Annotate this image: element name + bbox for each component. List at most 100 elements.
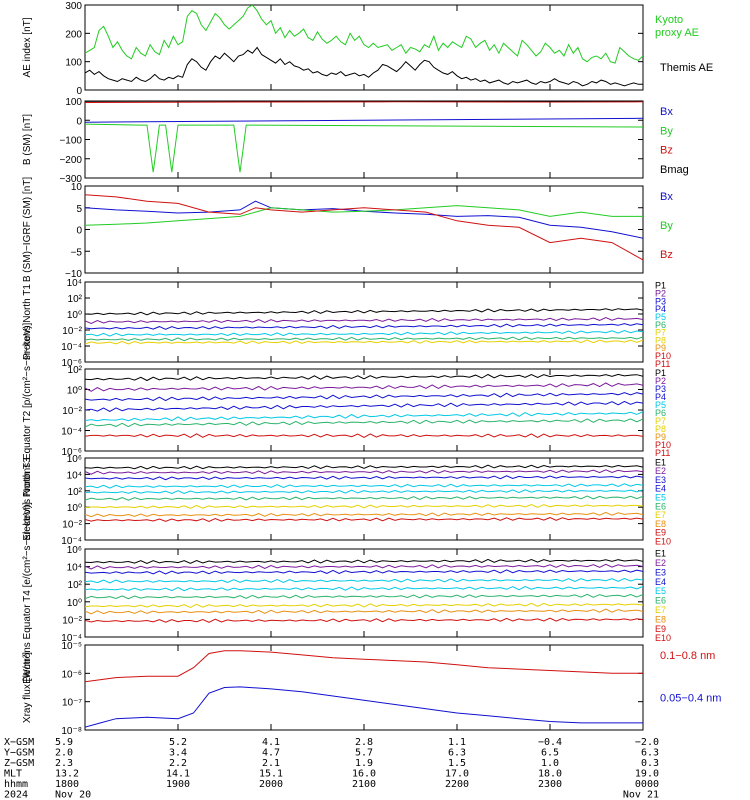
series-line-by <box>85 123 643 173</box>
series-line-e6 <box>85 495 643 501</box>
legend-entry: proxy AE <box>655 27 699 39</box>
legend-entry: Themis AE <box>660 62 713 74</box>
legend-entry: Bz <box>660 249 673 261</box>
ephemeris-value: 2.0 <box>55 748 73 759</box>
series-group <box>85 558 643 623</box>
y-tick-label: 0 <box>76 86 82 97</box>
y-tick-label: 10⁻⁴ <box>61 342 82 353</box>
legend-entry: P9 <box>655 343 666 353</box>
ephemeris-value: 13.2 <box>55 769 79 780</box>
series-line-p3 <box>85 323 643 330</box>
series-line-p7 <box>85 339 643 345</box>
legend-entry: P5 <box>655 312 666 322</box>
series-line-by <box>85 205 643 226</box>
series-group <box>85 308 643 345</box>
series-line-p3 <box>85 392 643 402</box>
ephemeris-value: 18.0 <box>538 769 562 780</box>
series-line-bz <box>85 101 643 103</box>
y-tick-label: −200 <box>59 155 82 166</box>
series-line-p1 <box>85 373 643 382</box>
y-tick-label: 100 <box>65 97 82 108</box>
y-tick-label: −5 <box>71 247 83 258</box>
panel-8: 10⁻⁵ 10⁻⁶ 10⁻⁷ 10⁻⁸ Xray flux [W/m²] 0.1−0.8 … <box>22 641 721 737</box>
y-axis-label: B (SM) [nT] <box>22 114 33 165</box>
series-line-e2 <box>85 469 643 475</box>
panel-6: 10⁶ 10⁴ 10² 10⁰ 10⁻² 10⁻⁴ Electrons North T3 E1… <box>22 454 671 547</box>
legend-entry: P9 <box>655 432 666 442</box>
ephemeris-value: 4.1 <box>262 737 280 748</box>
y-tick-label: 5 <box>76 204 82 215</box>
ephemeris-value: 5.2 <box>169 737 187 748</box>
legend-entry: E5 <box>655 586 666 596</box>
ephemeris-value: 1800 <box>55 779 79 790</box>
series-line-e7 <box>85 503 643 509</box>
series-group <box>85 464 643 522</box>
ephemeris-value: 1.9 <box>355 758 373 769</box>
series-line-p4 <box>85 329 643 337</box>
ephemeris-value: 1900 <box>166 779 190 790</box>
y-tick-label: 10⁰ <box>67 386 82 397</box>
legend-entry: Bx <box>660 191 673 203</box>
legend-entry: P1 <box>655 281 666 291</box>
legend-entry: P11 <box>655 359 670 369</box>
series-line-p6 <box>85 418 643 428</box>
series-line-p2 <box>85 382 643 392</box>
y-tick-label: 10⁴ <box>67 278 82 289</box>
legend-entry: P1 <box>655 368 666 378</box>
y-tick-label: 10⁶ <box>67 454 82 465</box>
legend-entry: E3 <box>655 567 666 577</box>
ephemeris-row-label: MLT <box>4 769 22 780</box>
legend-entry: P7 <box>655 328 666 338</box>
y-tick-label: 10² <box>68 294 83 305</box>
legend-entry: P5 <box>655 400 666 410</box>
y-tick-label: 10⁶ <box>67 545 82 556</box>
panel-frame <box>84 368 644 452</box>
series-line-p5 <box>85 336 643 342</box>
y-tick-label: 10⁻⁵ <box>61 641 82 652</box>
legend-entry: 0.05−0.4 nm <box>660 693 721 705</box>
ephemeris-value: −0.4 <box>538 737 562 748</box>
legend-entry: E2 <box>655 558 666 568</box>
ephemeris-value: 6.5 <box>541 748 559 759</box>
y-tick-label: 10⁻² <box>62 326 82 337</box>
ephemeris-value: 0000 <box>635 779 659 790</box>
ephemeris-row-label: 2024 <box>4 790 28 800</box>
y-tick-label: 10⁻⁴ <box>61 427 82 438</box>
legend-entry: Bmag <box>660 164 689 176</box>
y-tick-label: 0 <box>76 116 82 127</box>
y-tick-label: 100 <box>65 58 82 69</box>
panel-frame <box>84 281 644 363</box>
legend-entry: E10 <box>655 633 671 643</box>
series-line-e4 <box>85 483 643 489</box>
legend-entry: E6 <box>655 596 666 606</box>
y-tick-label: 10⁻² <box>62 406 82 417</box>
legend-entry: E2 <box>655 466 666 476</box>
ephemeris-value: 1.0 <box>541 758 559 769</box>
y-axis-label: B (SM)−IGRF (SM) [nT] <box>22 177 33 283</box>
ephemeris-value: 14.1 <box>166 769 190 780</box>
y-tick-label: 10⁻⁶ <box>61 669 82 680</box>
panel-frame <box>84 185 644 274</box>
y-axis-label: Electrons Equator T4 [e/(cm²−s−sr−keV)] <box>22 502 33 684</box>
y-tick-label: 10⁻⁴ <box>61 536 82 547</box>
legend-entry: P8 <box>655 335 666 345</box>
series-line-bx <box>85 200 643 239</box>
series-group <box>85 5 643 87</box>
legend-entry: E4 <box>655 577 666 587</box>
series-line-0-05-0-4-nm <box>85 686 643 728</box>
ephemeris-value: −2.0 <box>635 737 659 748</box>
panel-7: 10⁶ 10⁴ 10² 10⁰ 10⁻² 10⁻⁴ Electrons Equator T4… <box>22 502 671 684</box>
ephemeris-value: 2.1 <box>262 758 280 769</box>
panel-3: 10 5 0 −5 −10 B (SM)−IGRF (SM) [nT] Bx By Bz <box>22 177 673 283</box>
ephemeris-value: 2300 <box>538 779 562 790</box>
y-tick-label: 10² <box>68 487 83 498</box>
series-line-e3 <box>85 475 643 481</box>
legend-entry: P10 <box>655 440 671 450</box>
legend-entry: E10 <box>655 536 671 546</box>
panel-frame <box>84 644 644 731</box>
ephemeris-row-label: hhmm <box>4 779 28 790</box>
legend-entry: P2 <box>655 289 666 299</box>
ephemeris-value: 6.3 <box>641 748 659 759</box>
